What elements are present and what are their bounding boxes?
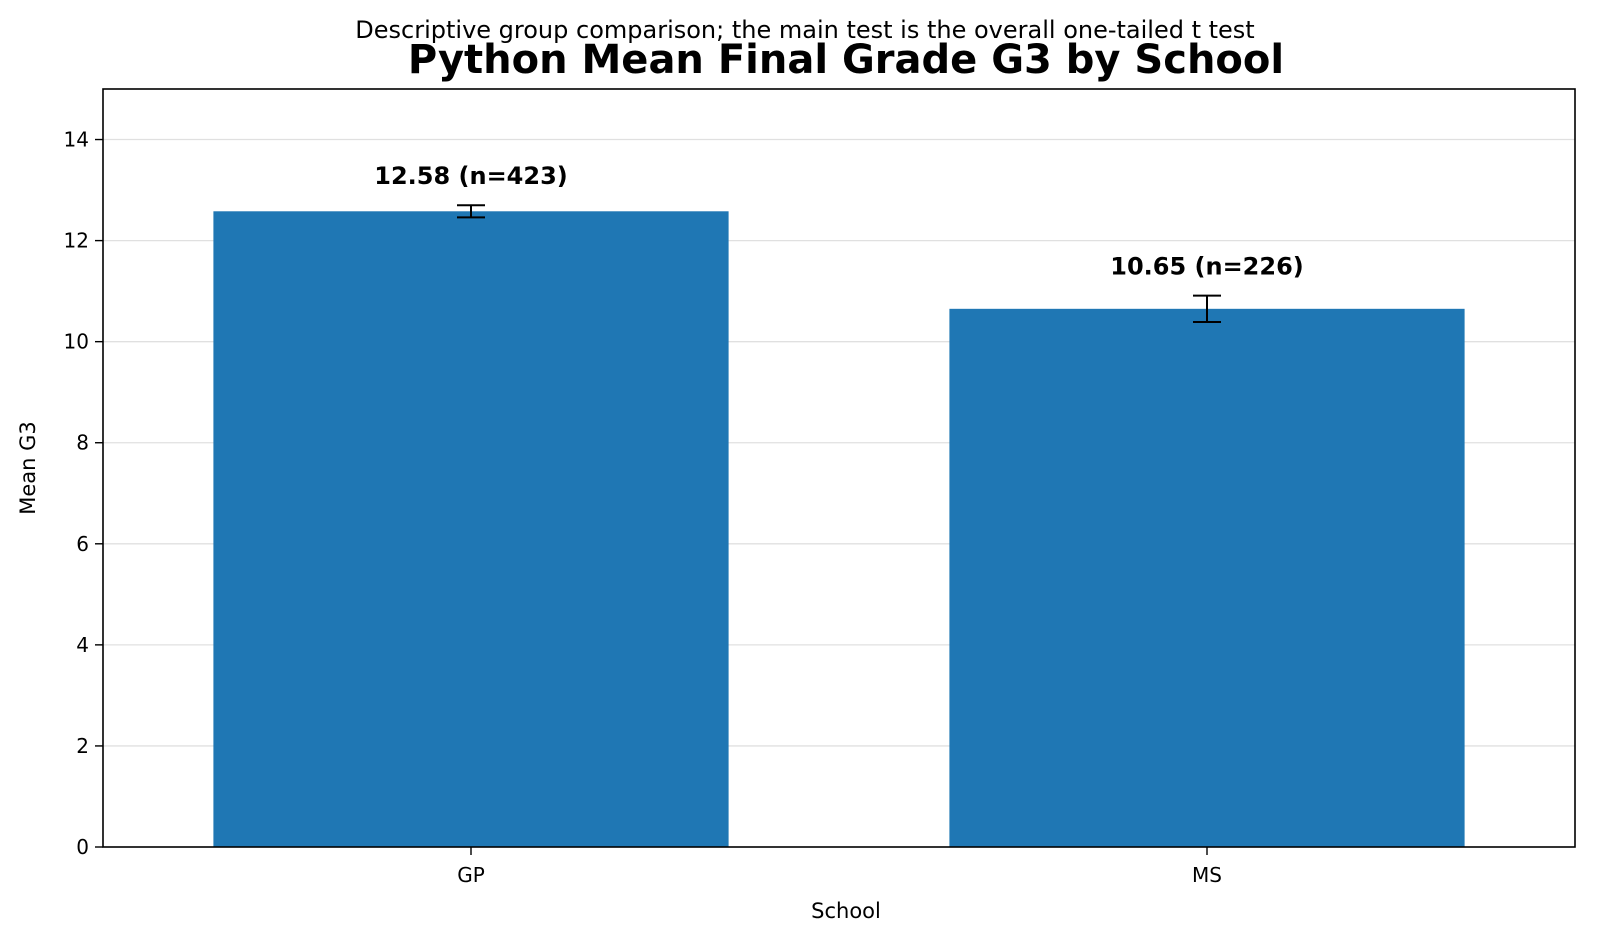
y-tick-label: 6 bbox=[76, 532, 89, 556]
error-bars bbox=[457, 204, 1221, 323]
data-label-gp: 12.58 (n=423) bbox=[374, 162, 568, 190]
y-tick-label: 14 bbox=[64, 128, 89, 152]
x-tick-label-gp: GP bbox=[457, 863, 485, 887]
bar-gp bbox=[213, 211, 729, 848]
y-tick-label: 0 bbox=[76, 835, 89, 859]
y-tick-label: 12 bbox=[64, 229, 89, 253]
y-axis-ticks: 0 2 4 6 8 10 12 14 bbox=[64, 128, 103, 859]
y-axis-label: Mean G3 bbox=[16, 421, 40, 515]
y-tick-label: 2 bbox=[76, 734, 89, 758]
chart-subtitle: Descriptive group comparison; the main t… bbox=[355, 16, 1254, 44]
bar-ms bbox=[949, 308, 1465, 847]
y-tick-label: 10 bbox=[64, 330, 89, 354]
y-tick-label: 8 bbox=[76, 431, 89, 455]
x-axis-ticks: GP MS bbox=[457, 847, 1222, 887]
chart-title: Python Mean Final Grade G3 by School bbox=[408, 37, 1284, 83]
bars bbox=[213, 211, 1465, 848]
x-axis-label: School bbox=[811, 899, 881, 923]
data-labels: 12.58 (n=423) 10.65 (n=226) bbox=[374, 162, 1304, 280]
data-label-ms: 10.65 (n=226) bbox=[1110, 253, 1304, 281]
x-tick-label-ms: MS bbox=[1192, 863, 1222, 887]
y-tick-label: 4 bbox=[76, 633, 89, 657]
plot-frame bbox=[102, 88, 1576, 848]
